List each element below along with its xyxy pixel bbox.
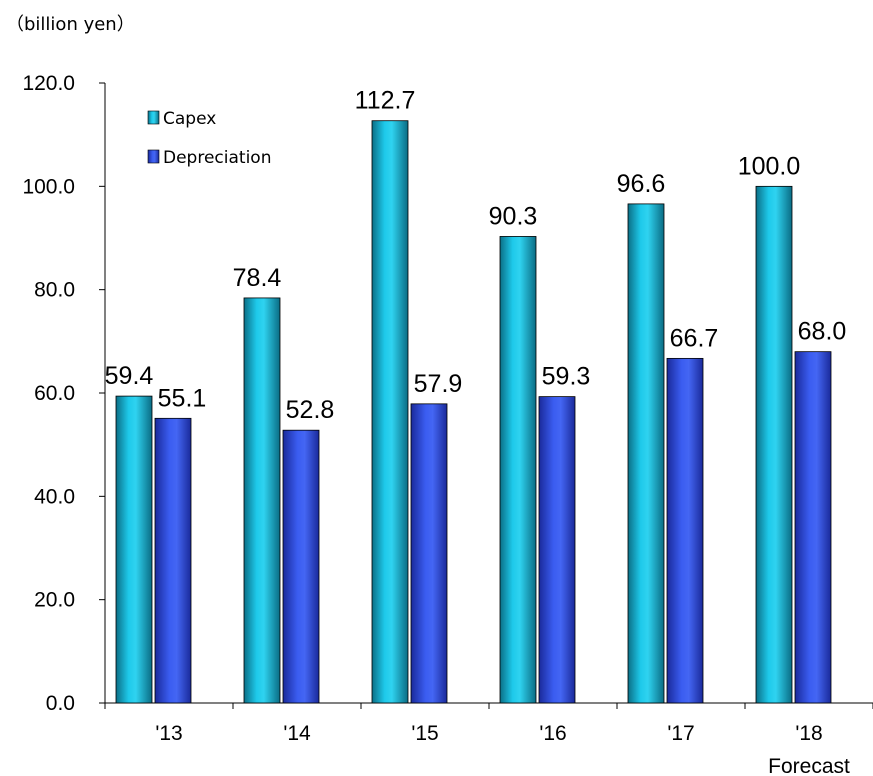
legend-label-capex: Capex — [163, 109, 216, 129]
bar-capex — [627, 203, 665, 704]
data-label-capex: 59.4 — [105, 362, 154, 390]
data-label-depreciation: 59.3 — [542, 363, 591, 391]
y-tick-label: 60.0 — [34, 382, 75, 405]
x-tick-sublabel: Forecast — [768, 755, 850, 776]
y-tick-label: 100.0 — [22, 175, 75, 198]
y-axis-unit-label: （billion yen） — [6, 14, 135, 35]
data-label-capex: 96.6 — [617, 170, 666, 198]
y-tick-label: 120.0 — [22, 72, 75, 95]
bar-depreciation — [794, 351, 832, 704]
data-label-depreciation: 55.1 — [158, 384, 207, 412]
bar-depreciation — [282, 429, 320, 704]
legend-swatch-depreciation — [147, 149, 160, 164]
y-tick-label: 20.0 — [34, 589, 75, 612]
bar-capex — [755, 185, 793, 704]
data-label-depreciation: 68.0 — [798, 318, 847, 346]
x-tick-label: '15 — [411, 722, 438, 745]
bar-capex — [371, 120, 409, 704]
data-label-capex: 100.0 — [738, 152, 801, 180]
data-label-depreciation: 52.8 — [286, 396, 335, 424]
y-tick-label: 80.0 — [34, 279, 75, 302]
y-tick-label: 40.0 — [34, 485, 75, 508]
x-tick-label: '14 — [283, 722, 311, 745]
data-label-capex: 90.3 — [489, 202, 538, 230]
x-tick-label: '13 — [155, 722, 182, 745]
x-tick-label: '16 — [539, 722, 566, 745]
legend-swatch-capex — [147, 110, 160, 125]
y-tick-label: 0.0 — [46, 692, 75, 715]
bar-depreciation — [154, 417, 192, 704]
data-label-depreciation: 66.7 — [670, 324, 719, 352]
data-label-depreciation: 57.9 — [414, 370, 463, 398]
data-label-capex: 112.7 — [355, 87, 416, 115]
bar-depreciation — [410, 403, 448, 704]
bar-depreciation — [538, 396, 576, 704]
legend-label-depreciation: Depreciation — [163, 148, 271, 168]
x-tick-label: '17 — [667, 722, 694, 745]
bar-capex — [499, 236, 537, 704]
bar-depreciation — [666, 357, 704, 704]
bar-capex — [243, 297, 281, 704]
bar-capex — [115, 395, 153, 704]
data-label-capex: 78.4 — [233, 264, 282, 292]
x-tick-label: '18 — [795, 722, 822, 745]
